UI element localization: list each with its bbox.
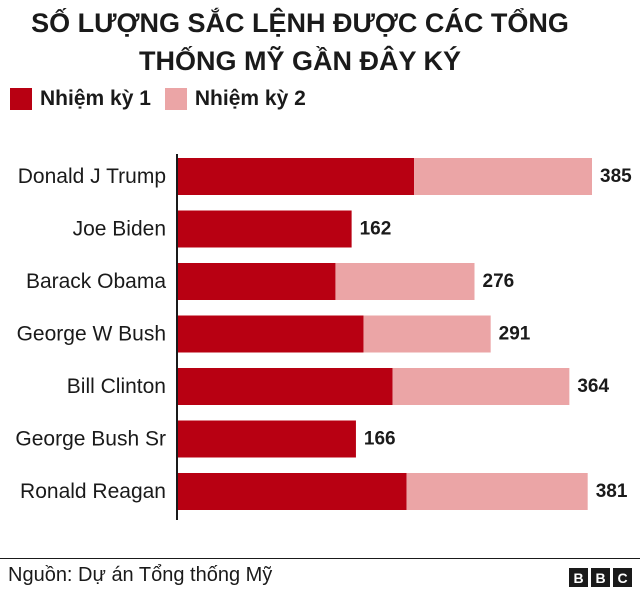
legend-swatch-term-1: [10, 88, 32, 110]
bbc-logo-letter: C: [613, 568, 632, 587]
bar-chart: Donald J Trump 385 Joe Biden 162 Barack Obam…: [15, 154, 632, 520]
bbc-logo: B B C: [566, 568, 632, 587]
data-label: 276: [483, 271, 515, 292]
bar-term-2: [392, 368, 570, 405]
legend-label-term-2: Nhiệm kỳ 2: [194, 87, 306, 110]
bar-term-2: [406, 473, 588, 510]
bar-term-1: [177, 210, 352, 248]
chart-title-line-2: THỐNG MỸ GẦN ĐÂY KÝ: [138, 46, 462, 76]
category-label: Ronald Reagan: [20, 480, 166, 503]
chart-title-line-1: SỐ LƯỢNG SẮC LỆNH ĐƯỢC CÁC TỔNG: [31, 8, 569, 38]
bar-term-1: [177, 315, 364, 353]
category-label: Bill Clinton: [67, 375, 166, 398]
legend-swatch-term-2: [164, 88, 187, 110]
footer-divider: [0, 558, 640, 559]
data-label: 162: [360, 219, 392, 240]
legend: Nhiệm kỳ 1 Nhiệm kỳ 2: [10, 84, 320, 114]
legend-label-term-1: Nhiệm kỳ 1: [40, 87, 151, 110]
bar-term-1: [177, 368, 393, 405]
bar-term-1: [177, 420, 356, 458]
category-label: George Bush Sr: [15, 428, 166, 451]
legend-item-term-1: Nhiệm kỳ 1: [10, 87, 151, 111]
bar-term-2: [414, 158, 592, 195]
bbc-logo-letter: B: [591, 568, 610, 587]
data-label: 385: [600, 166, 632, 187]
bar-term-1: [177, 158, 415, 195]
source-note: Nguồn: Dự án Tổng thống Mỹ: [8, 564, 273, 586]
chart-title: SỐ LƯỢNG SẮC LỆNH ĐƯỢC CÁC TỔNG THỐNG MỸ…: [0, 4, 600, 80]
category-label: Donald J Trump: [18, 165, 166, 188]
data-label: 381: [596, 481, 628, 502]
category-label: Joe Biden: [73, 218, 166, 241]
bar-term-2: [363, 315, 491, 353]
legend-item-term-2: Nhiệm kỳ 2: [164, 87, 306, 111]
data-label: 364: [577, 376, 609, 397]
bar-term-2: [335, 263, 475, 300]
category-label: Barack Obama: [26, 270, 166, 293]
category-label: George W Bush: [17, 323, 166, 346]
data-label: 291: [499, 324, 531, 345]
bar-term-1: [177, 473, 407, 510]
bar-term-1: [177, 263, 336, 300]
bbc-logo-letter: B: [569, 568, 588, 587]
data-label: 166: [364, 429, 396, 450]
